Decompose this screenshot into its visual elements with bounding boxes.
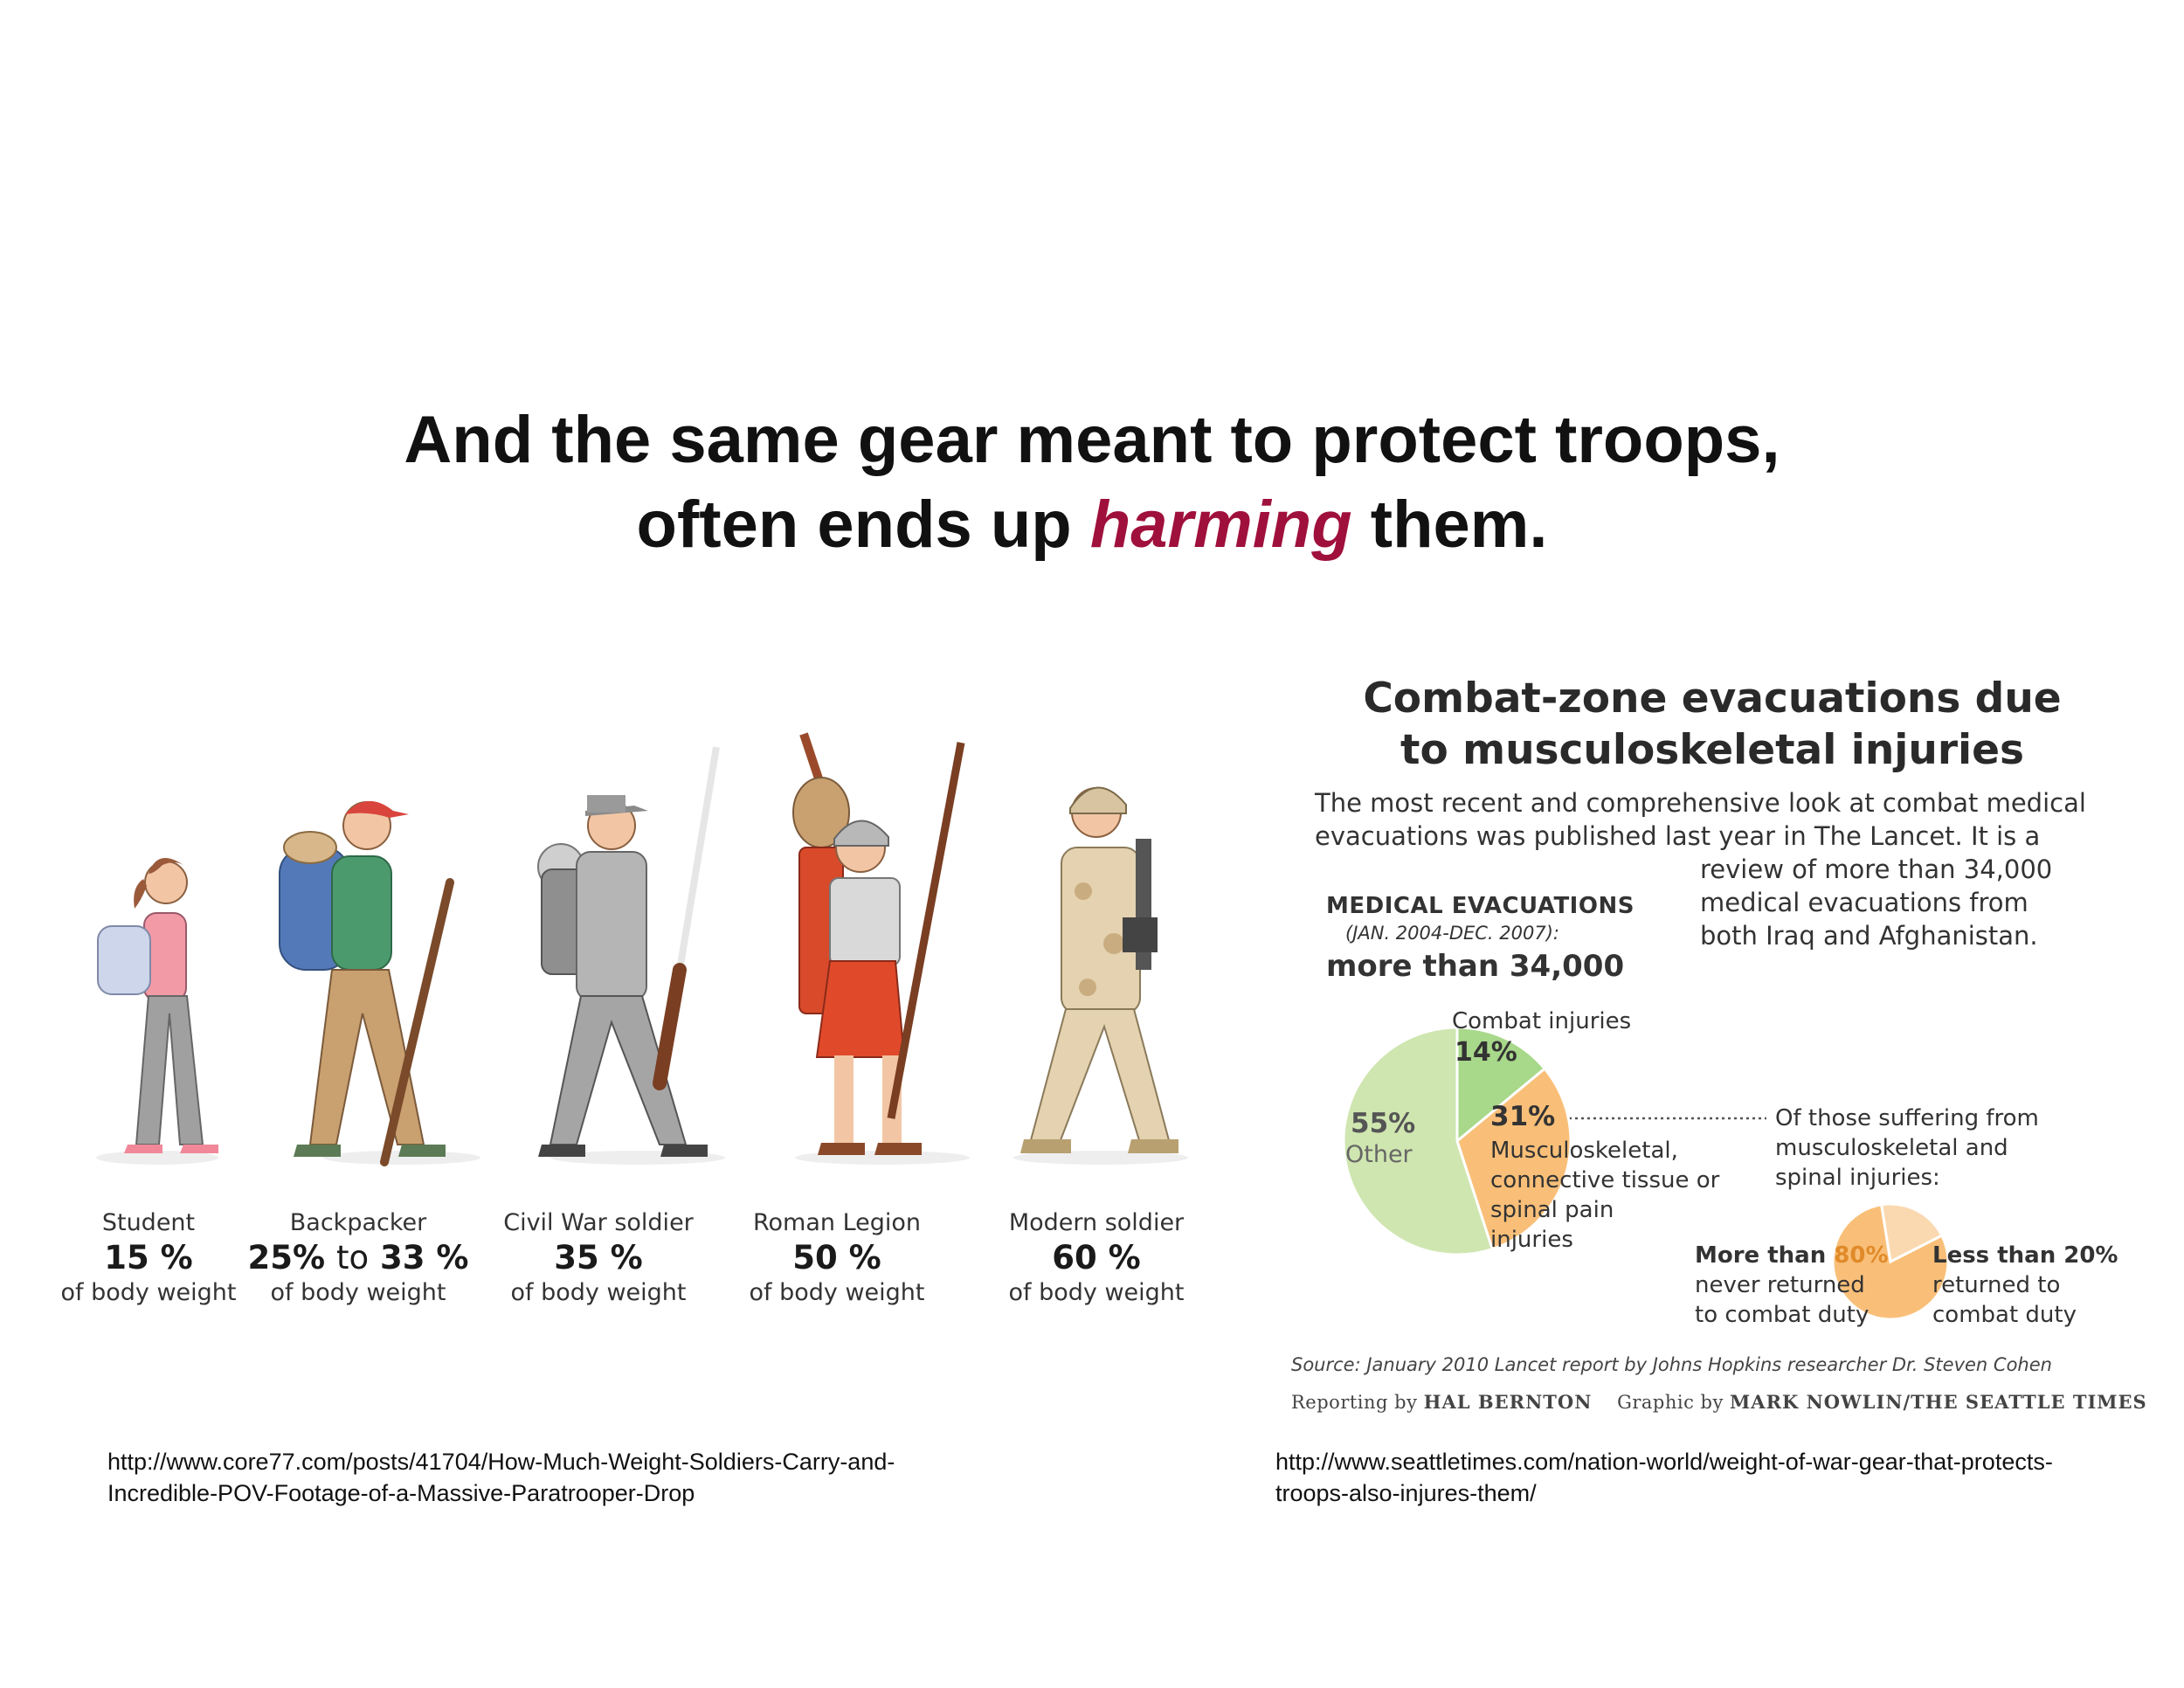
civil-war-unit: of body weight <box>510 1279 687 1306</box>
evac-intro-line-5: both Iraq and Afghanistan. <box>1700 921 2038 951</box>
other-pct: 55% <box>1351 1108 1416 1139</box>
backpacker-unit: of body weight <box>270 1279 446 1306</box>
backpacker-figure <box>279 800 480 1166</box>
left-url-line-2[interactable]: Incredible-POV-Footage-of-a-Massive-Para… <box>107 1480 695 1506</box>
headline-emphasis: harming <box>1089 488 1352 562</box>
modern-soldier-unit: of body weight <box>1008 1279 1185 1306</box>
student-percent: 15 % <box>104 1239 193 1276</box>
pie-slice-combat-injuries <box>1455 1026 1547 1145</box>
credit-artist: MARK NOWLIN/THE SEATTLE TIMES <box>1730 1391 2147 1413</box>
pie-slice-other <box>1342 1026 1495 1256</box>
student-caption: Student 15 % of body weight <box>17 1208 280 1308</box>
msk-line-4: injuries <box>1490 1227 1573 1253</box>
right-url-line-2[interactable]: troops-also-injures-them/ <box>1275 1480 1537 1506</box>
evac-title: Combat-zone evacuations due to musculosk… <box>1275 673 2149 776</box>
subgroup-line-1: Of those suffering from <box>1775 1105 2039 1131</box>
msk-line-1: Musculoskeletal, <box>1490 1138 1678 1164</box>
right-url-line-1[interactable]: http://www.seattletimes.com/nation-world… <box>1275 1449 2053 1475</box>
backpacker-percent-high: 33 % <box>380 1239 469 1276</box>
returned-heading: Less than 20% <box>1932 1242 2118 1269</box>
never-returned-heading: More than 80% <box>1695 1241 1889 1270</box>
evac-credit: Reporting by HAL BERNTON Graphic by MARK… <box>1291 1391 2147 1413</box>
evac-source: Source: January 2010 Lancet report by Jo… <box>1291 1354 2052 1375</box>
modern-soldier-figure <box>1013 786 1188 1165</box>
subgroup-line-3: spinal injuries: <box>1775 1165 1940 1191</box>
civil-war-percent: 35 % <box>554 1239 643 1276</box>
backpacker-percent-to: to <box>335 1239 370 1276</box>
headline: And the same gear meant to protect troop… <box>0 398 2184 567</box>
roman-legion-figure <box>792 732 970 1165</box>
evac-title-line-1: Combat-zone evacuations due <box>1363 675 2062 723</box>
backpacker-caption: Backpacker 25% to 33 % of body weight <box>227 1208 489 1308</box>
medevac-label: MEDICAL EVACUATIONS <box>1326 893 1635 919</box>
evac-title-line-2: to musculoskeletal injuries <box>1400 726 2025 774</box>
student-label: Student <box>101 1209 196 1236</box>
credit-reporter: HAL BERNTON <box>1423 1391 1593 1413</box>
never-returned-prefix: More than <box>1695 1242 1835 1269</box>
credit-graphic: Graphic by <box>1617 1392 1724 1413</box>
evac-intro-line-4: medical evacuations from <box>1700 888 2028 917</box>
headline-line-1: And the same gear meant to protect troop… <box>404 403 1780 477</box>
evac-intro-line-1: The most recent and comprehensive look a… <box>1315 788 2086 818</box>
msk-pct: 31% <box>1490 1101 1556 1132</box>
civil-war-caption: Civil War soldier 35 % of body weight <box>467 1208 729 1308</box>
civil-war-label: Civil War soldier <box>503 1209 694 1236</box>
pie-slice-returned <box>1879 1202 1944 1264</box>
roman-legion-label: Roman Legion <box>752 1209 922 1236</box>
medevac-dates: (JAN. 2004-DEC. 2007): <box>1345 923 1559 944</box>
msk-line-3: spinal pain <box>1490 1197 1614 1223</box>
roman-legion-percent: 50 % <box>792 1239 881 1276</box>
credit-reporting: Reporting by <box>1291 1392 1418 1413</box>
right-source-url[interactable]: http://www.seattletimes.com/nation-world… <box>1275 1446 2053 1509</box>
load-figures-illustration <box>96 732 1188 1166</box>
left-source-url[interactable]: http://www.core77.com/posts/41704/How-Mu… <box>107 1446 895 1509</box>
backpacker-percent-low: 25% <box>247 1239 326 1276</box>
never-returned-line-2: never returned <box>1695 1272 1865 1298</box>
combat-injuries-pct: 14% <box>1455 1037 1517 1068</box>
student-unit: of body weight <box>60 1279 237 1306</box>
left-url-line-1[interactable]: http://www.core77.com/posts/41704/How-Mu… <box>107 1449 895 1475</box>
roman-legion-caption: Roman Legion 50 % of body weight <box>706 1208 968 1308</box>
headline-line-2-start: often ends up <box>636 488 1090 562</box>
backpacker-percent: 25% to 33 % <box>227 1238 489 1278</box>
headline-line-2-end: them. <box>1351 488 1548 562</box>
msk-line-2: connective tissue or <box>1490 1167 1720 1193</box>
modern-soldier-label: Modern soldier <box>1008 1209 1185 1236</box>
civil-war-soldier-figure <box>537 746 725 1165</box>
backpacker-label: Backpacker <box>289 1209 427 1236</box>
returned-line-3: combat duty <box>1932 1302 2077 1328</box>
headline-line-2: often ends up harming them. <box>0 482 2184 567</box>
modern-soldier-caption: Modern soldier 60 % of body weight <box>965 1208 1227 1308</box>
pie-slice-musculoskeletal <box>1455 1067 1572 1251</box>
other-label: Other <box>1345 1141 1413 1168</box>
roman-legion-unit: of body weight <box>749 1279 925 1306</box>
returned-line-2: returned to <box>1932 1272 2061 1298</box>
never-returned-line-3: to combat duty <box>1695 1302 1870 1328</box>
never-returned-pct: 80% <box>1834 1242 1889 1269</box>
medevac-total: more than 34,000 <box>1326 949 1625 984</box>
modern-soldier-percent: 60 % <box>1052 1239 1141 1276</box>
combat-injuries-label: Combat injuries <box>1452 1008 1632 1034</box>
subgroup-line-2: musculoskeletal and <box>1775 1135 2008 1161</box>
evac-intro-line-3: review of more than 34,000 <box>1700 854 2053 884</box>
student-figure <box>96 858 218 1165</box>
evac-intro-line-2: evacuations was published last year in T… <box>1315 821 2041 851</box>
